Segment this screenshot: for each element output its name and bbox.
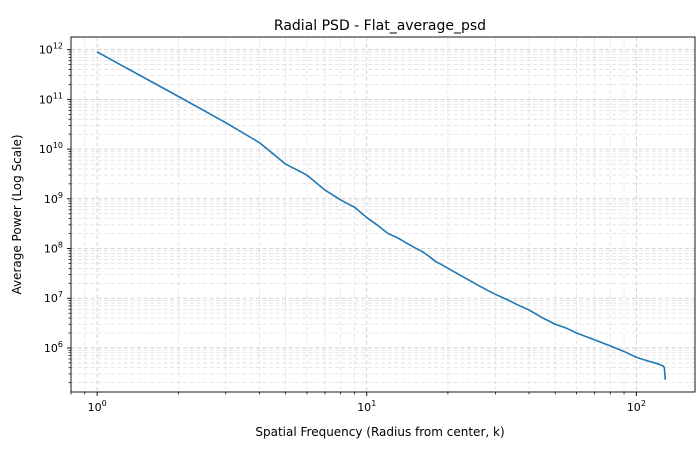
y-tick-label: 1010	[39, 141, 63, 156]
plot-frame	[70, 36, 696, 393]
y-tick-label: 107	[44, 290, 63, 305]
axis-ticks: 100 101 102 106 107 108 109 1010 1011 1012	[39, 42, 646, 414]
y-tick-label: 1012	[39, 42, 63, 57]
y-tick-label: 108	[44, 241, 63, 256]
x-axis-label: Spatial Frequency (Radius from center, k…	[255, 425, 504, 439]
chart-title: Radial PSD - Flat_average_psd	[274, 18, 486, 34]
grid	[70, 37, 695, 392]
y-tick-label: 1011	[39, 91, 63, 106]
y-tick-label: 109	[44, 191, 63, 206]
x-tick-label: 100	[88, 399, 107, 414]
series-line	[96, 51, 667, 380]
y-axis-label: Average Power (Log Scale)	[10, 134, 24, 294]
y-tick-label: 106	[44, 340, 63, 355]
series-layer	[96, 51, 667, 380]
x-tick-label: 101	[357, 399, 376, 414]
x-tick-label: 102	[627, 399, 646, 414]
